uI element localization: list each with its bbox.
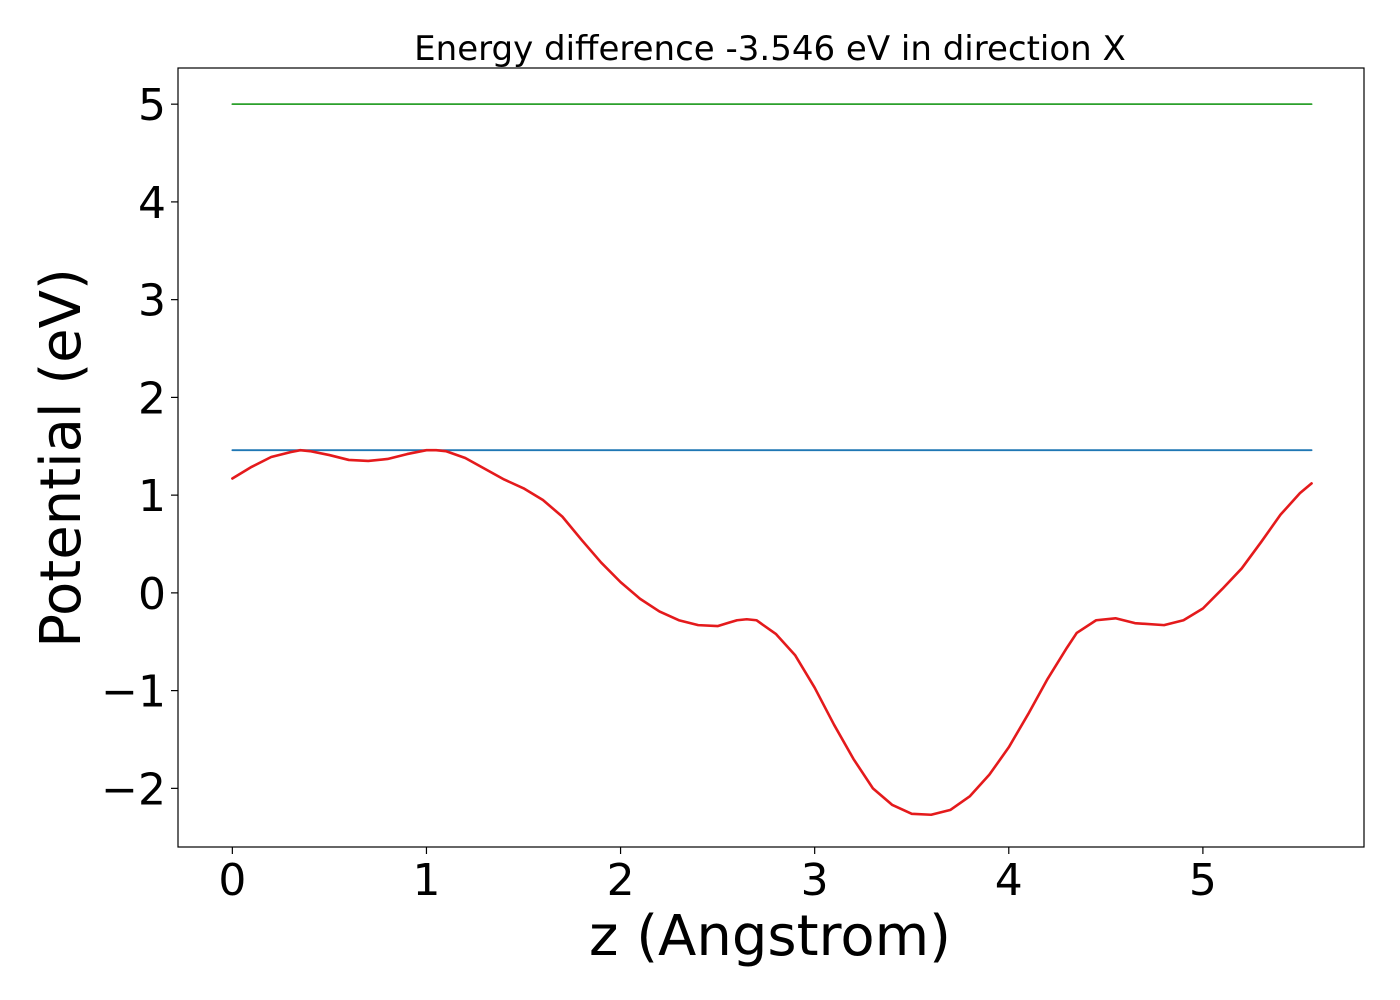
y-tick-label: −1: [101, 667, 166, 718]
x-tick-label: 1: [412, 855, 440, 906]
x-tick-label: 3: [801, 855, 829, 906]
x-axis-label: z (Angstrom): [589, 904, 951, 969]
axes-frame: [177, 67, 1365, 848]
y-tick-label: 3: [138, 276, 166, 327]
y-tick-label: 1: [138, 471, 166, 522]
x-tick-label: 0: [218, 855, 246, 906]
chart-title: Energy difference -3.546 eV in direction…: [414, 29, 1126, 69]
y-tick-label: 2: [138, 373, 166, 424]
x-tick-label: 4: [995, 855, 1023, 906]
x-tick-label: 2: [607, 855, 635, 906]
series-line-3: [231, 448, 1313, 817]
y-axis-label: Potential (eV): [29, 268, 94, 648]
y-axis-ticks: −2 −1 0 1 2 3 4 5: [101, 80, 178, 815]
x-axis-ticks: 0 1 2 3 4 5: [218, 847, 1217, 906]
series-layer: [231, 103, 1313, 817]
x-tick-label: 5: [1189, 855, 1217, 906]
y-tick-label: 0: [138, 569, 166, 620]
y-tick-label: 4: [138, 178, 166, 229]
y-tick-label: 5: [138, 80, 166, 131]
y-tick-label: −2: [101, 764, 166, 815]
